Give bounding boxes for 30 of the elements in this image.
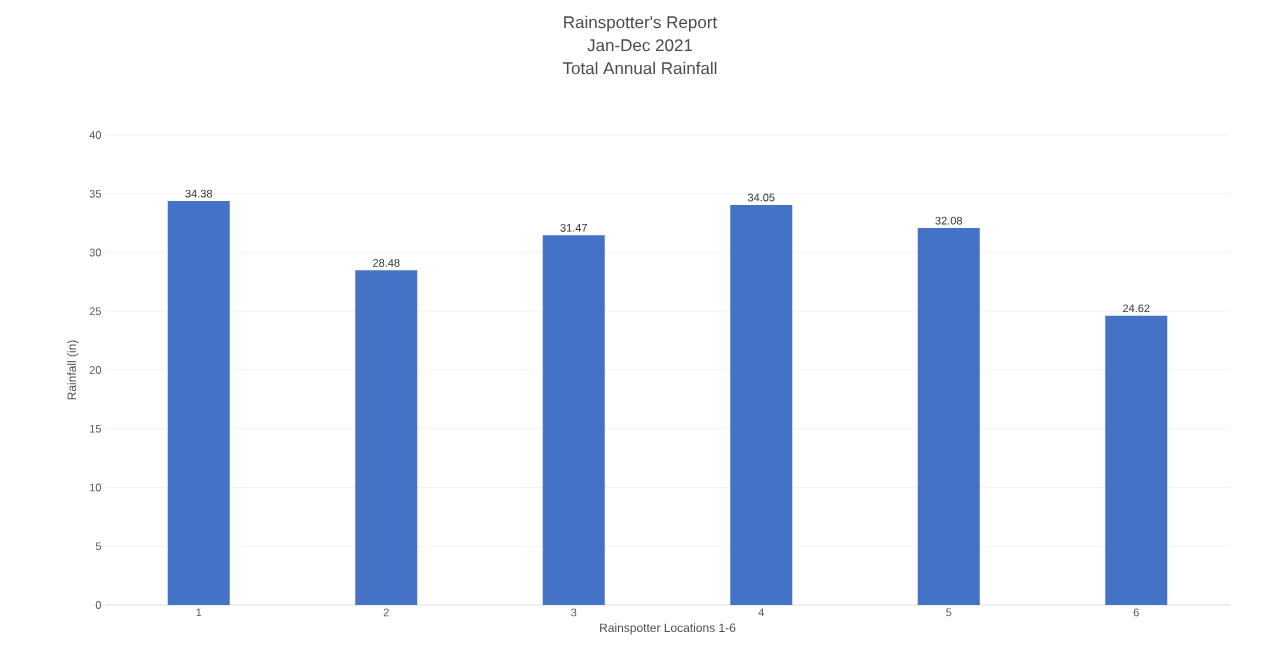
x-tick-label: 5: [946, 608, 952, 617]
data-label: 34.38: [185, 189, 213, 198]
bar: [167, 201, 230, 605]
y-tick-label: 15: [90, 424, 101, 433]
chart-title: Rainspotter's Report Jan-Dec 2021 Total Annual Rainfall: [562, 15, 718, 75]
x-tick-label: 2: [383, 608, 389, 617]
data-label: 28.48: [373, 259, 400, 267]
y-tick-label: 35: [89, 189, 101, 198]
bar: [1105, 315, 1168, 605]
data-label: 31.47: [560, 223, 587, 232]
y-axis-title: Rainfall (in): [67, 340, 79, 400]
bar: [730, 204, 793, 605]
y-tick-label: 25: [89, 307, 101, 316]
bar: [542, 235, 605, 605]
x-tick-label: 3: [571, 608, 577, 617]
x-tick-label: 4: [758, 608, 764, 617]
data-label: 34.05: [747, 193, 775, 202]
data-label: 24.62: [1123, 304, 1150, 313]
x-tick-label: 6: [1133, 608, 1139, 617]
data-label: 32.08: [935, 216, 963, 225]
y-tick-label: 10: [90, 483, 102, 492]
bar: [355, 270, 418, 605]
y-tick-label: 20: [89, 366, 102, 374]
x-axis-title: Rainspotter Locations 1-6: [600, 623, 736, 635]
bar: [917, 228, 980, 605]
y-tick-label: 40: [89, 131, 102, 139]
x-tick-label: 1: [196, 608, 202, 617]
y-tick-label: 0: [95, 601, 102, 609]
y-tick-label: 30: [89, 248, 102, 257]
y-tick-label: 5: [95, 542, 101, 551]
